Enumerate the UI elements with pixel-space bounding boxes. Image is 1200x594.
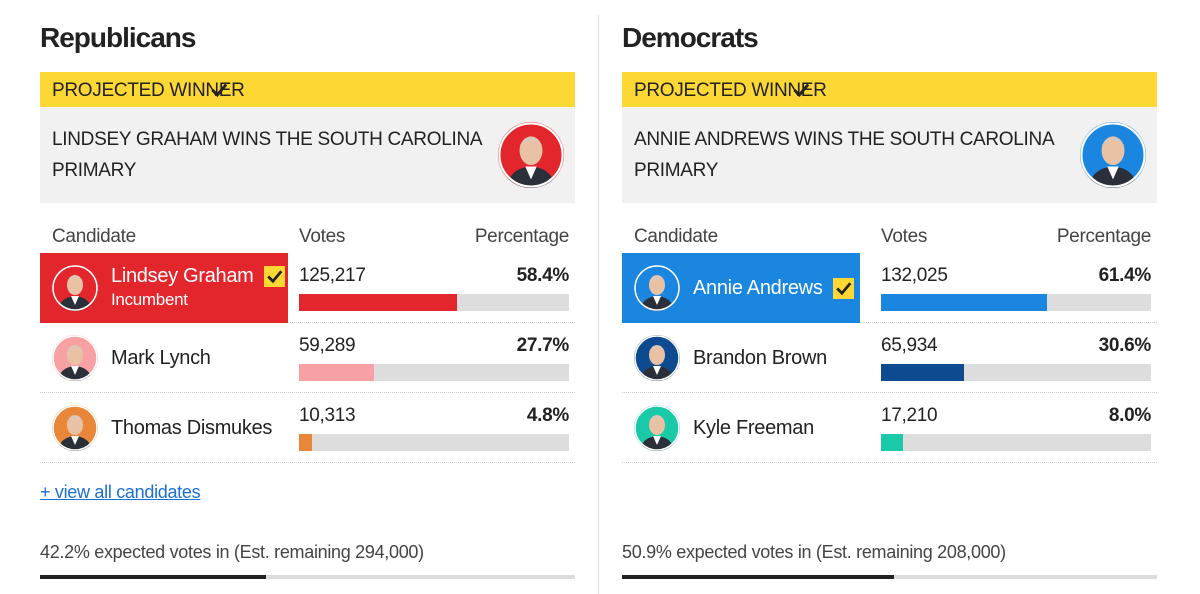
candidate-name: Kyle Freeman bbox=[693, 417, 814, 439]
column-header: Votes bbox=[299, 226, 346, 247]
vote-bar bbox=[299, 294, 457, 311]
column-header: Percentage bbox=[1056, 226, 1151, 247]
candidate-photo bbox=[634, 335, 680, 381]
votes: 59,289 bbox=[299, 335, 356, 356]
check-icon bbox=[211, 83, 228, 98]
view-all-link[interactable]: + view all candidates bbox=[40, 482, 201, 502]
candidate-name: Brandon Brown bbox=[693, 347, 827, 369]
candidate-row: Brandon Brown 65,934 30.6% bbox=[622, 323, 1157, 393]
column-header: Votes bbox=[881, 226, 928, 247]
votes: 65,934 bbox=[881, 335, 938, 356]
banner-text: PROJECTED WINNER bbox=[52, 80, 245, 101]
bar-track bbox=[299, 434, 569, 451]
percentage: 27.7% bbox=[516, 335, 570, 356]
progress-bar bbox=[40, 575, 266, 579]
column-header: Candidate bbox=[634, 226, 718, 247]
votes: 17,210 bbox=[881, 405, 938, 426]
headline: LINDSEY GRAHAM WINS THE SOUTH CAROLINA P… bbox=[52, 129, 482, 181]
check-icon bbox=[263, 266, 285, 287]
candidate-row: Mark Lynch 59,289 27.7% bbox=[40, 323, 575, 393]
expected-votes: 42.2% expected votes in (Est. remaining … bbox=[40, 542, 424, 562]
candidate-photo bbox=[52, 405, 98, 451]
bar-track bbox=[881, 434, 1151, 451]
candidate-photo bbox=[498, 122, 564, 188]
vote-bar bbox=[881, 434, 903, 451]
candidate-row: Kyle Freeman 17,210 8.0% bbox=[622, 393, 1157, 463]
percentage: 4.8% bbox=[526, 405, 569, 426]
expected-votes: 50.9% expected votes in (Est. remaining … bbox=[622, 542, 1006, 562]
candidate-name: Mark Lynch bbox=[111, 347, 211, 369]
headline: ANNIE ANDREWS WINS THE SOUTH CAROLINA PR… bbox=[634, 129, 1054, 181]
percentage: 58.4% bbox=[516, 265, 570, 286]
party-panel: Democrats PROJECTED WINNER ANNIE ANDREWS W… bbox=[622, 0, 1157, 594]
progress-track bbox=[40, 575, 575, 579]
percentage: 30.6% bbox=[1098, 335, 1152, 356]
candidate-photo bbox=[52, 265, 98, 311]
candidate-photo bbox=[52, 335, 98, 381]
column-header: Percentage bbox=[474, 226, 569, 247]
candidate-row: Thomas Dismukes 10,313 4.8% bbox=[40, 393, 575, 463]
winner-banner: PROJECTED WINNER bbox=[622, 72, 1157, 107]
candidate-row: Annie Andrews 132,025 61.4% bbox=[622, 253, 1157, 323]
votes: 10,313 bbox=[299, 405, 356, 426]
percentage: 8.0% bbox=[1108, 405, 1151, 426]
votes: 125,217 bbox=[299, 265, 366, 286]
headline-box: ANNIE ANDREWS WINS THE SOUTH CAROLINA PR… bbox=[622, 107, 1157, 203]
candidate-photo bbox=[634, 265, 680, 311]
check-icon bbox=[832, 278, 854, 299]
check-icon bbox=[793, 83, 810, 98]
party-title: Democrats bbox=[622, 22, 759, 53]
bar-track bbox=[881, 364, 1151, 381]
candidate-photo bbox=[634, 405, 680, 451]
vote-bar bbox=[881, 364, 964, 381]
candidate-name: Annie Andrews bbox=[693, 277, 823, 299]
candidate-name: Lindsey Graham bbox=[111, 265, 254, 287]
candidate-row: Lindsey Graham Incumbent 125,217 58.4% bbox=[40, 253, 575, 323]
vote-bar bbox=[299, 364, 374, 381]
divider bbox=[598, 15, 599, 594]
party-panel: Republicans PROJECTED WINNER LINDSEY GRAHA… bbox=[40, 0, 575, 594]
progress-track bbox=[622, 575, 1157, 579]
bar-track bbox=[299, 294, 569, 311]
candidate-photo bbox=[1080, 122, 1146, 188]
progress-bar bbox=[622, 575, 895, 579]
percentage: 61.4% bbox=[1098, 265, 1152, 286]
votes: 132,025 bbox=[881, 265, 948, 286]
headline-box: LINDSEY GRAHAM WINS THE SOUTH CAROLINA P… bbox=[40, 107, 575, 203]
column-header: Candidate bbox=[52, 226, 136, 247]
bar-track bbox=[881, 294, 1151, 311]
candidate-note: Incumbent bbox=[111, 290, 188, 309]
candidate-name: Thomas Dismukes bbox=[111, 417, 273, 439]
bar-track bbox=[299, 364, 569, 381]
banner-text: PROJECTED WINNER bbox=[634, 80, 827, 101]
vote-bar bbox=[299, 434, 312, 451]
vote-bar bbox=[881, 294, 1047, 311]
winner-banner: PROJECTED WINNER bbox=[40, 72, 575, 107]
party-title: Republicans bbox=[40, 22, 196, 53]
